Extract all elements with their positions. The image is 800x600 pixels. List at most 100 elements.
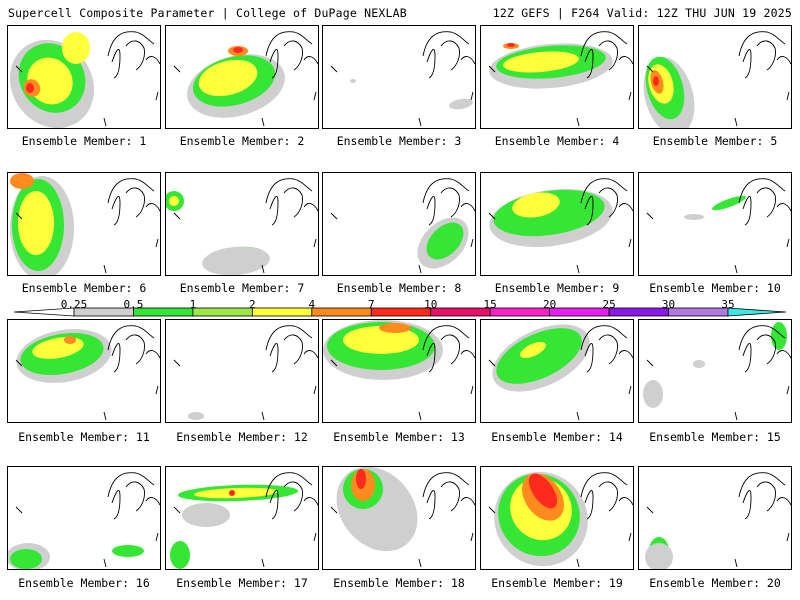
legend-swatch [549,307,610,317]
coastline [103,264,107,274]
coastline [470,532,474,542]
coastline [15,65,23,73]
contour-shading [449,98,473,110]
member-map [488,31,633,127]
coastline [422,325,470,351]
coastline [646,65,654,73]
contour-shading [26,83,34,93]
coastline [330,65,338,73]
member-map [330,178,475,274]
coastline [145,497,160,506]
member-label: Ensemble Member: 14 [491,430,623,444]
member-label: Ensemble Member: 17 [176,576,308,590]
contour-shading [356,469,366,489]
coastline [786,91,790,101]
contour-shading [426,222,464,260]
contour-shading [170,541,190,569]
member-label: Ensemble Member: 2 [179,134,305,148]
member-label: Ensemble Member: 18 [333,576,465,590]
coastline [155,385,159,395]
coastline [265,472,313,498]
coastline [646,506,654,514]
coastline [738,178,786,204]
coastline [734,264,738,274]
coastline [283,187,303,218]
contour-shading [182,503,230,527]
contour-shading [653,76,659,86]
coastline [598,187,618,218]
coastline [261,558,265,568]
coastline [145,203,160,212]
coastline [313,238,317,248]
coastline [646,212,654,220]
member-label: Ensemble Member: 16 [18,576,150,590]
coastline [738,472,786,498]
ensemble-panel [165,172,319,276]
member-label: Ensemble Member: 6 [21,281,147,295]
member-label: Ensemble Member: 5 [652,134,778,148]
legend-tick-label: 2 [249,298,256,311]
contour-shading [112,545,144,557]
coastline [576,117,580,127]
ensemble-panel [638,319,792,423]
member-map [323,320,475,421]
contour-shading [18,191,54,255]
contour-shading [512,192,560,218]
contour-shading [645,543,673,569]
coastline [576,558,580,568]
coastline [628,532,632,542]
coastline [440,187,460,218]
coastline [313,91,317,101]
coastline [440,40,460,71]
coastline [111,490,121,520]
coastline [756,481,776,512]
contour-shading [771,322,787,350]
member-map [646,178,791,274]
coastline [470,91,474,101]
contour-shading [10,173,34,189]
contour-shading [507,43,515,47]
coastline [618,497,633,506]
contour-shading [350,79,356,83]
member-map [488,178,633,274]
legend-tick-label: 0.5 [123,298,144,311]
member-map [15,325,160,421]
coastline [618,56,633,65]
coastline [786,385,790,395]
coastline [313,385,317,395]
coastline [738,31,786,57]
coastline [283,334,303,365]
ensemble-panel [7,172,161,276]
ensemble-panel [165,25,319,129]
contour-shading [712,195,746,211]
coastline [173,506,181,514]
contour-shading [188,412,204,420]
coastline [103,411,107,421]
coastline [426,490,436,520]
coastline [422,31,470,57]
coastline [734,117,738,127]
coastline [125,334,145,365]
contour-shading [202,246,270,275]
coastline [598,481,618,512]
coastline [330,506,338,514]
coastline [269,49,279,79]
member-label: Ensemble Member: 15 [649,430,781,444]
contour-shading [528,473,558,509]
coastline [786,532,790,542]
coastline [155,532,159,542]
legend-tick-label: 35 [721,298,735,311]
coastline [418,264,422,274]
coastline [418,558,422,568]
member-map [643,322,791,421]
coastline [742,49,752,79]
ensemble-panel [7,319,161,423]
contour-shading [62,32,90,64]
legend-swatch [668,307,729,317]
contour-shading [233,47,243,53]
member-map [170,472,318,569]
legend-tick-label: 15 [483,298,497,311]
coastline [734,558,738,568]
coastline [107,178,155,204]
coastline [173,65,181,73]
